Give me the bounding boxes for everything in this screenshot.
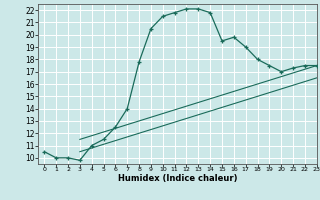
X-axis label: Humidex (Indice chaleur): Humidex (Indice chaleur) — [118, 174, 237, 183]
